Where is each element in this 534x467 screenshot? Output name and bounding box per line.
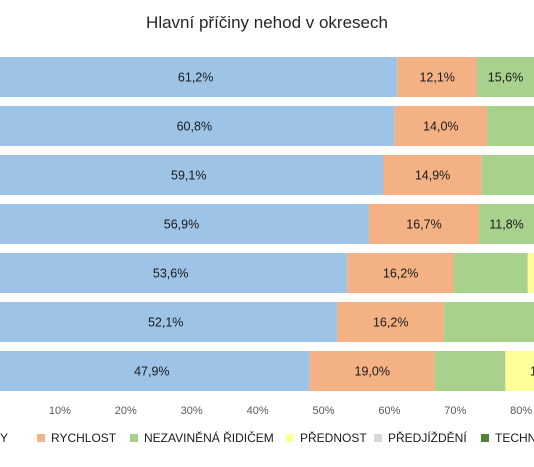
- bar-value-label: 61,2%: [178, 71, 213, 85]
- legend: ZDY RYCHLOST NEZAVINĚNÁ ŘIDIČEM PŘEDNOST PŘE…: [0, 430, 534, 445]
- legend-label: PŘEDNOST: [300, 430, 367, 445]
- bar-value-label: 16,7%: [406, 218, 441, 232]
- x-axis-ticks: 10% 20% 30% 40% 50% 60% 70% 80%: [49, 405, 533, 417]
- x-tick-label: 70%: [444, 405, 466, 417]
- legend-item-rychlost: RYCHLOST: [37, 431, 117, 445]
- x-tick-label: 20%: [115, 405, 137, 417]
- bar-segment-nezavinena-ridicem: [453, 253, 528, 293]
- legend-label: RYCHLOST: [51, 431, 117, 445]
- bar-segment-zdy: [0, 155, 384, 195]
- x-tick-label: 80%: [510, 405, 532, 417]
- bar-segment-nezavinena-ridicem: [479, 204, 534, 244]
- bar-value-label: 15,6%: [488, 71, 523, 85]
- legend-item-nezavinena-ridicem: NEZAVINĚNÁ ŘIDIČEM: [130, 430, 274, 445]
- bar-segment-zdy: [0, 302, 338, 342]
- bars-layer: [0, 57, 534, 391]
- bar-segment-rychlost: [309, 351, 435, 391]
- legend-label: ZDY: [0, 431, 8, 445]
- legend-swatch: [130, 434, 138, 442]
- legend-item-predjizdeni: PŘEDJÍŽDĚNÍ: [374, 430, 467, 445]
- bar-value-label: 11,8%: [489, 218, 524, 232]
- bar-segment-zdy: [0, 253, 348, 293]
- bar-value-label: 12,1%: [419, 71, 454, 85]
- bar-value-label: 53,6%: [153, 267, 188, 281]
- bar-value-label: 16,2%: [383, 267, 418, 281]
- bar-value-label: 60,8%: [177, 120, 212, 134]
- legend-label: PŘEDJÍŽDĚNÍ: [388, 430, 467, 445]
- bar-segment-zdy: [0, 204, 369, 244]
- bar-segment-nezavinena-ridicem: [444, 302, 534, 342]
- bar-segment-nezavinena-ridicem: [481, 155, 534, 195]
- bar-segment-nezavinena-ridicem: [477, 57, 534, 97]
- legend-label: NEZAVINĚNÁ ŘIDIČEM: [144, 430, 274, 445]
- legend-swatch: [481, 434, 489, 442]
- x-tick-label: 10%: [49, 405, 71, 417]
- bar-value-label: 14,9%: [415, 169, 450, 183]
- legend-item-techn: TECHN: [481, 431, 534, 445]
- bar-value-label: 47,9%: [134, 365, 169, 379]
- bar-value-label: 56,9%: [164, 218, 199, 232]
- bar-value-label: 16,2%: [373, 316, 408, 330]
- bar-segment-rychlost: [397, 57, 478, 97]
- x-tick-label: 40%: [247, 405, 269, 417]
- legend-swatch: [37, 434, 45, 442]
- bar-value-labels: 61,2% 12,1% 15,6% 60,8% 14,0% 59,1% 14,9% 56,9%…: [134, 71, 534, 379]
- bar-segment-zdy: [0, 351, 310, 391]
- bar-segment-rychlost: [347, 253, 454, 293]
- bar-segment-zdy: [0, 57, 398, 97]
- legend-swatch: [374, 434, 382, 442]
- legend-item-zdy: ZDY: [0, 431, 8, 445]
- bar-segment-prednost: [505, 351, 534, 391]
- legend-swatch: [286, 434, 294, 442]
- x-tick-label: 30%: [181, 405, 203, 417]
- bar-segment-zdy: [0, 106, 395, 146]
- bar-value-label: 1: [530, 365, 534, 379]
- bar-segment-rychlost: [383, 155, 482, 195]
- bar-value-label: 52,1%: [148, 316, 183, 330]
- legend-label: TECHN: [495, 431, 534, 445]
- bar-value-label: 14,0%: [423, 120, 458, 134]
- bar-value-label: 19,0%: [355, 365, 390, 379]
- bar-segment-rychlost: [337, 302, 445, 342]
- bar-segment-nezavinena-ridicem: [434, 351, 506, 391]
- bar-segment-nezavinena-ridicem: [486, 106, 534, 146]
- bar-segment-rychlost: [394, 106, 487, 146]
- x-tick-label: 50%: [312, 405, 334, 417]
- chart-title: Hlavní příčiny nehod v okresech: [146, 13, 388, 32]
- x-tick-label: 60%: [378, 405, 400, 417]
- bar-segment-prednost: [527, 253, 534, 293]
- bar-segment-rychlost: [368, 204, 480, 244]
- bar-value-label: 59,1%: [171, 169, 206, 183]
- legend-item-prednost: PŘEDNOST: [286, 430, 367, 445]
